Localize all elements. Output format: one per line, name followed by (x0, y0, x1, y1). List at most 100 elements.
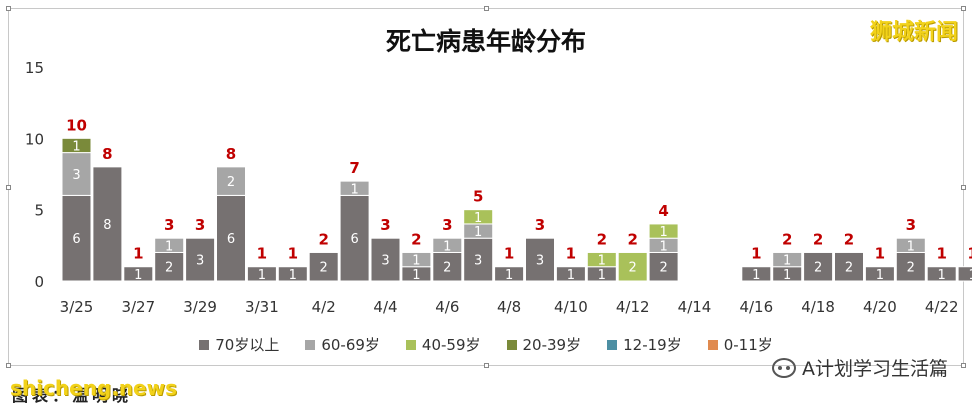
bar-value-label: 1 (474, 211, 482, 226)
bar-segment (772, 251, 803, 268)
source-credit: 图表：温明晓 (12, 386, 133, 405)
bar-value-label: 2 (814, 261, 822, 276)
x-tick-label: 4/10 (554, 298, 588, 316)
bar-value-label: 1 (659, 225, 667, 240)
y-tick-label: 5 (34, 202, 44, 220)
bar-total-label: 2 (844, 230, 854, 248)
bar-value-label: 3 (72, 168, 80, 183)
bar-segment (494, 266, 525, 282)
legend-label: 60-69岁 (321, 336, 380, 354)
resize-handle-bottom-left[interactable] (6, 363, 11, 368)
x-tick-label: 4/8 (497, 298, 521, 316)
resize-handle-top[interactable] (484, 6, 489, 11)
chart-title: 死亡病患年龄分布 (385, 27, 586, 56)
bar-value-label: 1 (783, 268, 791, 283)
bar-value-label: 2 (165, 261, 173, 276)
resize-handle-right[interactable] (961, 185, 966, 190)
bar-value-label: 1 (289, 268, 297, 283)
bar-segment (216, 194, 246, 282)
x-tick-label: 4/18 (801, 298, 835, 316)
x-tick-label: 3/29 (183, 298, 217, 316)
bar-segment (277, 266, 308, 282)
wechat-credit: A计划学习生活篇 (772, 354, 948, 381)
bar-value-label: 1 (134, 268, 142, 283)
bar-segment (864, 266, 895, 282)
bar-segment (154, 251, 185, 282)
bar-segment (216, 166, 246, 196)
bar-value-label: 1 (876, 268, 884, 283)
legend-swatch (506, 339, 517, 350)
bar-total-label: 3 (380, 216, 390, 234)
legend-item: 20-39岁 (506, 334, 581, 355)
x-tick-label: 4/4 (373, 298, 397, 316)
resize-handle-top-left[interactable] (6, 6, 11, 11)
bar-total-label: 5 (473, 188, 483, 206)
bar-segment (185, 237, 216, 282)
bar-value-label: 1 (474, 225, 482, 240)
bar-total-label: 1 (936, 245, 946, 263)
bar-segment (246, 266, 277, 282)
bar-value-label: 1 (907, 239, 915, 254)
bar-value-label: 1 (443, 239, 451, 254)
bar-segment (61, 152, 92, 196)
bar-value-label: 1 (412, 268, 420, 283)
x-tick-label: 3/31 (245, 298, 279, 316)
y-tick-label: 10 (25, 130, 44, 148)
bar-value-label: 1 (412, 254, 420, 269)
x-tick-label: 4/2 (312, 298, 336, 316)
legend-item: 70岁以上 (199, 334, 279, 355)
legend-item: 0-11岁 (707, 334, 773, 355)
bar-total-label: 2 (782, 230, 792, 248)
bar-segment (370, 237, 401, 282)
chart-frame (6, 6, 966, 368)
bar-total-label: 2 (597, 230, 607, 248)
wechat-icon (772, 357, 796, 378)
bar-segment (525, 237, 555, 282)
bar-total-label: 3 (164, 216, 174, 234)
bar-segment (895, 237, 926, 253)
y-tick-label: 0 (34, 273, 44, 291)
bar-total-label: 2 (813, 230, 823, 248)
bar-segment (463, 209, 494, 225)
bar-segment (154, 237, 185, 253)
logo: 狮城新闻 (869, 20, 958, 45)
x-tick-label: 3/27 (121, 298, 155, 316)
bar-total-label: 7 (349, 159, 359, 177)
legend-swatch (405, 339, 416, 350)
bar-segment (555, 266, 586, 282)
x-tick-label: 4/12 (616, 298, 650, 316)
bar-value-label: 1 (968, 268, 972, 283)
bar-total-label: 2 (627, 230, 637, 248)
chart-legend: 70岁以上 60-69岁 40-59岁 20-39岁 12-19岁 0-11岁 (0, 334, 972, 355)
bar-total-label: 1 (751, 245, 761, 263)
resize-handle-top-right[interactable] (961, 6, 966, 11)
bar-segment (834, 251, 864, 282)
legend-swatch (707, 339, 718, 350)
legend-label: 12-19岁 (623, 336, 682, 354)
legend-label: 70岁以上 (215, 336, 280, 354)
bar-value-label: 6 (350, 232, 358, 247)
bar-value-label: 1 (72, 139, 80, 154)
bar-segment (339, 180, 370, 196)
resize-handle-bottom[interactable] (484, 363, 489, 368)
resize-handle-bottom-right[interactable] (961, 363, 966, 368)
bar-value-label: 3 (474, 254, 482, 269)
legend-label: 40-59岁 (421, 336, 481, 354)
bar-total-label: 1 (566, 245, 576, 263)
bar-segment (432, 237, 463, 253)
bar-value-label: 3 (381, 254, 389, 269)
bar-segment (926, 266, 957, 282)
bar-value-label: 2 (320, 261, 328, 276)
bar-value-label: 1 (567, 268, 575, 283)
legend-label: 0-11岁 (723, 336, 773, 354)
bar-value-label: 3 (536, 254, 544, 269)
bar-value-label: 8 (103, 218, 111, 233)
bar-value-label: 2 (227, 175, 235, 190)
x-tick-label: 4/14 (678, 298, 712, 316)
legend-swatch (305, 339, 316, 350)
bar-total-label: 10 (66, 116, 87, 134)
bar-total-label: 1 (875, 245, 885, 263)
bar-total-label: 1 (133, 245, 143, 263)
resize-handle-left[interactable] (6, 185, 11, 190)
bar-value-label: 2 (845, 261, 853, 276)
